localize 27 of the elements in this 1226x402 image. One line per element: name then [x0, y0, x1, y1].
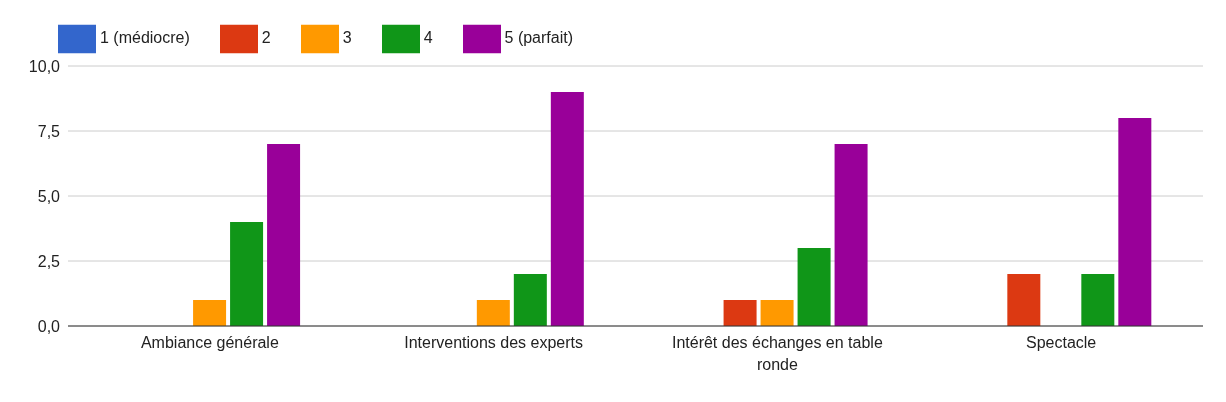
- x-tick-label: Intérêt des échanges en table ronde: [671, 334, 883, 373]
- bar: [513, 274, 547, 326]
- y-tick-label: 0,0: [37, 317, 61, 335]
- bar: [267, 144, 301, 326]
- y-tick-label: 10,0: [28, 57, 61, 75]
- legend-label: 2: [261, 29, 271, 47]
- bar: [834, 144, 868, 326]
- y-tick-label: 7,5: [37, 122, 61, 140]
- bar: [760, 300, 794, 326]
- bar: [550, 92, 584, 326]
- bar: [1007, 274, 1041, 326]
- legend-label: 3: [342, 29, 352, 47]
- y-tick-label: 2,5: [37, 252, 61, 270]
- legend-label: 4: [423, 29, 433, 47]
- bar: [1118, 118, 1152, 326]
- x-tick-label: Ambiance générale: [140, 334, 279, 351]
- y-tick-label: 5,0: [37, 187, 61, 205]
- x-tick-label: Interventions des experts: [404, 334, 584, 351]
- bar: [797, 248, 831, 326]
- legend-label: 1 (médiocre): [100, 29, 190, 47]
- bar: [476, 300, 510, 326]
- bar: [193, 300, 227, 326]
- bar: [723, 300, 757, 326]
- x-tick-label: Spectacle: [1025, 334, 1097, 351]
- bar: [230, 222, 264, 326]
- legend-label: 5 (parfait): [504, 29, 573, 47]
- bar: [1081, 274, 1115, 326]
